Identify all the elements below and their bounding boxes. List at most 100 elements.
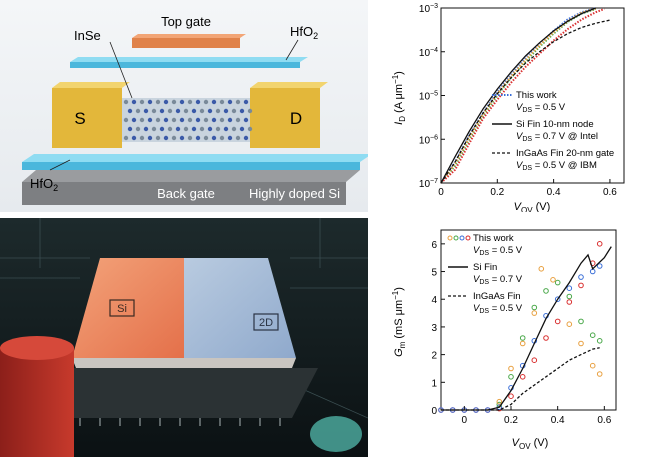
data-point: [554, 318, 561, 325]
2d-badge-label: 2D: [259, 317, 273, 329]
data-point: [531, 357, 538, 363]
y-tick-label: 3: [431, 323, 437, 334]
red-cylinder: [0, 348, 74, 457]
lattice-atom: [167, 126, 173, 132]
id-vov-plot: 0 0.2 0.4 0.6 10−3 10−4 10−5 10−6 10−7 ID (A μm−…: [391, 3, 625, 215]
x-tick-label: 0.2: [490, 187, 504, 198]
drain-contact: [250, 88, 320, 148]
y-tick-label: 1: [431, 378, 437, 389]
lattice-atom: [235, 117, 241, 123]
data-point: [596, 338, 603, 344]
svg-text:This work: This work: [473, 233, 514, 244]
drain-label: D: [290, 109, 302, 128]
lattice-atom: [131, 117, 137, 123]
source-contact: [52, 88, 122, 148]
plot-frame: [440, 229, 617, 411]
lattice-atom: [211, 117, 217, 123]
lattice-atom: [203, 99, 209, 105]
die-edge: [72, 358, 296, 368]
lattice-atom: [219, 99, 225, 105]
lattice-atom: [123, 135, 129, 141]
svg-text:This work: This work: [516, 90, 557, 101]
si-half: [72, 258, 184, 358]
data-point: [578, 274, 584, 280]
data-point: [566, 285, 573, 291]
legend-ingaas-fin: InGaAs Fin 20-nm gate VDS = 0.5 V @ IBM: [492, 148, 614, 172]
chip-render: Si 2D: [0, 218, 368, 457]
lattice-atom: [147, 135, 153, 141]
lattice-atom: [195, 99, 201, 105]
data-point: [589, 332, 596, 338]
lattice-atom: [155, 99, 161, 105]
lattice-atom: [147, 99, 153, 105]
source-label: S: [74, 109, 85, 128]
lattice-atom: [183, 126, 189, 132]
lattice-atom: [211, 99, 217, 105]
y-tick-label: 10−7: [419, 178, 438, 190]
y-tick-label: 10−5: [419, 91, 438, 103]
top-dielectric: [70, 62, 300, 68]
lattice-atom: [183, 108, 189, 114]
x-axis-label: VOV (V): [514, 201, 551, 212]
x-tick-label: 0.4: [551, 415, 565, 426]
data-point: [554, 279, 561, 286]
svg-text:VDS = 0.5 V: VDS = 0.5 V: [516, 102, 566, 114]
series-line: [441, 246, 612, 411]
drain-contact-top: [250, 82, 328, 88]
lattice-atom: [195, 135, 201, 141]
series-line: [440, 8, 605, 184]
lattice-atom: [195, 117, 201, 123]
lattice-atom: [155, 135, 161, 141]
lattice-atom: [223, 108, 229, 114]
si-badge-label: Si: [117, 303, 127, 315]
2d-half: [184, 258, 296, 358]
data-point: [566, 293, 573, 300]
lattice-atom: [247, 126, 253, 132]
lattice-atom: [167, 108, 173, 114]
x-tick-label: 0.4: [547, 187, 561, 198]
data-point: [519, 335, 526, 341]
lattice-atom: [171, 117, 177, 123]
teal-disc: [310, 416, 362, 452]
y-axis-label: Gm (mS μm−1): [391, 287, 407, 357]
chart-c-legend: This work VDS = 0.5 V Si Fin 10-nm node …: [492, 90, 614, 172]
lattice-atom: [175, 108, 181, 114]
lattice-atom: [139, 99, 145, 105]
data-point: [596, 263, 603, 269]
lattice-atom: [203, 135, 209, 141]
hfo2-top-label: HfO2: [290, 24, 318, 41]
lattice-atom: [187, 99, 193, 105]
data-point: [543, 335, 549, 341]
x-tick-label: 0.6: [597, 415, 611, 426]
svg-text:VDS = 0.5 V: VDS = 0.5 V: [473, 303, 523, 315]
data-point: [550, 277, 556, 283]
lattice-atom: [151, 108, 157, 114]
lattice-atom: [239, 108, 245, 114]
lattice-atom: [163, 135, 169, 141]
data-point: [531, 304, 538, 311]
lattice-atom: [223, 126, 229, 132]
svg-text:VDS = 0.7 V @ Intel: VDS = 0.7 V @ Intel: [516, 131, 598, 143]
lattice-atom: [135, 126, 141, 132]
lattice-atom: [171, 99, 177, 105]
2d-badge: [253, 313, 279, 331]
x-tick-label: 0: [462, 415, 468, 426]
substrate-label: Highly doped Si: [249, 186, 340, 201]
top-gate: [132, 38, 240, 48]
gm-vov-plot: 0 0.2 0.4 0.6 0 1 2 3 4 5 6 Gm (mS μm−1) VOV (V) T…: [391, 229, 617, 451]
lattice-atom: [163, 117, 169, 123]
data-point: [578, 340, 584, 347]
y-tick-label: 10−4: [419, 47, 438, 59]
lattice-atom: [163, 99, 169, 105]
y-tick-label: 5: [431, 268, 437, 279]
lattice-atom: [151, 126, 157, 132]
substrate-block: [22, 182, 346, 205]
svg-text:Si Fin: Si Fin: [473, 262, 497, 273]
data-point: [589, 268, 596, 275]
lattice-atom: [123, 99, 129, 105]
lattice-atom: [143, 108, 149, 114]
lattice-atom: [187, 135, 193, 141]
bottom-dielectric: [22, 162, 360, 170]
id-vov-chart: 0 0.2 0.4 0.6 10−3 10−4 10−5 10−6 10−7 ID (A μm−…: [380, 0, 648, 215]
lattice-atom: [243, 117, 249, 123]
